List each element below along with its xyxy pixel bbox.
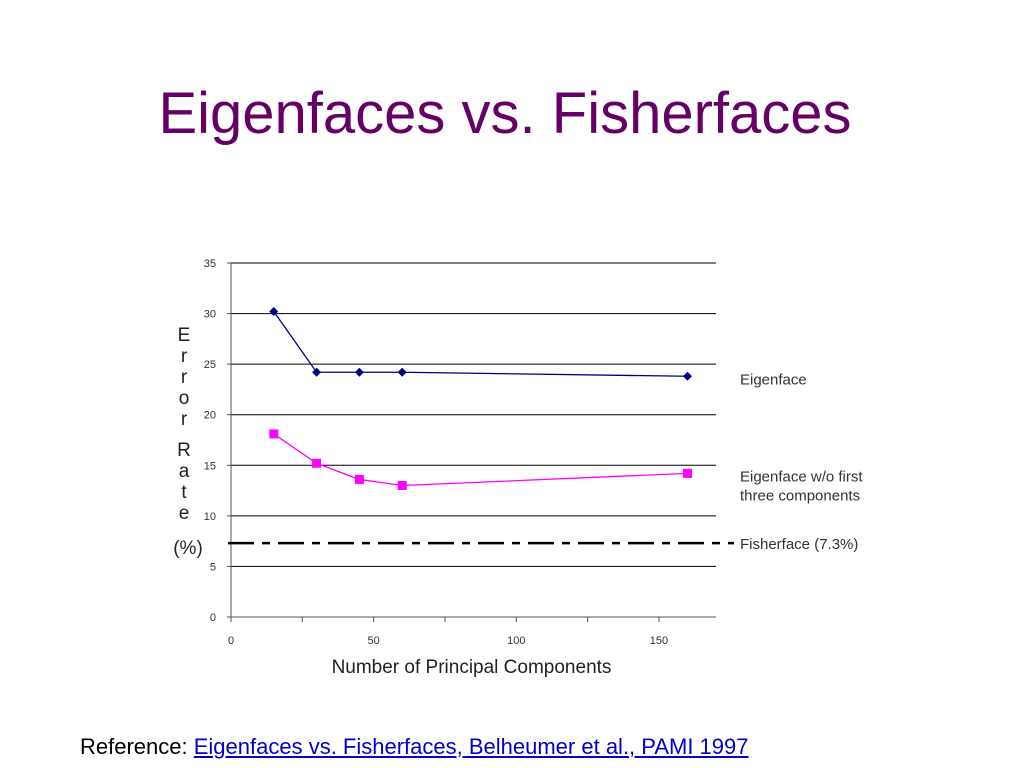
x-tick-label: 150 [650, 635, 668, 647]
slide-title: Eigenfaces vs. Fisherfaces [158, 81, 852, 146]
y-axis-title-letter: R [177, 440, 191, 461]
series-label-1: Eigenface [740, 371, 807, 388]
series-label-2: Eigenface w/o first [740, 468, 863, 485]
x-tick-label: 0 [228, 635, 234, 647]
y-axis-title-letter: r [181, 346, 188, 367]
series-line-2 [273, 433, 688, 487]
y-axis-title-letter: t [181, 482, 187, 503]
data-point-eigenface [682, 371, 692, 381]
y-axis-title-letter: E [178, 325, 191, 346]
y-axis-title-letter: r [181, 409, 188, 430]
reference-link[interactable]: Eigenfaces vs. Fisherfaces, Belheumer et… [193, 734, 749, 759]
y-tick-label: 30 [204, 309, 216, 321]
y-tick-label: 25 [204, 359, 216, 371]
x-tick-label: 100 [507, 635, 525, 647]
series-label-2: three components [740, 487, 860, 504]
data-point-eigenface [269, 307, 279, 317]
data-point-eigenface-wo-three [269, 429, 279, 439]
x-tick-label: 50 [368, 635, 380, 647]
y-tick-label: 15 [204, 460, 216, 472]
y-axis-title-unit: (%) [173, 538, 203, 559]
x-axis-title: Number of Principal Components [332, 657, 612, 678]
y-axis-title-letter: o [179, 388, 190, 409]
data-point-eigenface-wo-three [397, 481, 407, 491]
y-tick-label: 10 [204, 511, 216, 523]
y-axis-title-letter: e [179, 503, 190, 524]
data-point-eigenface [312, 367, 322, 377]
y-tick-label: 20 [204, 410, 216, 422]
y-tick-label: 0 [210, 612, 216, 624]
fisherface-label: Fisherface (7.3%) [740, 536, 858, 553]
series-line-1 [273, 311, 688, 377]
y-axis-title-letter: r [181, 367, 188, 388]
data-point-eigenface [397, 367, 407, 377]
reference-prefix: Reference: [80, 734, 194, 759]
data-point-eigenface-wo-three [354, 474, 364, 484]
data-point-eigenface-wo-three [682, 468, 692, 478]
y-axis-title-letter: a [179, 461, 190, 482]
y-tick-label: 35 [204, 258, 216, 270]
data-point-eigenface [354, 367, 364, 377]
data-point-eigenface-wo-three [312, 458, 322, 468]
reference-line: Reference: Eigenfaces vs. Fisherfaces, B… [80, 734, 748, 760]
y-tick-label: 5 [210, 561, 216, 573]
